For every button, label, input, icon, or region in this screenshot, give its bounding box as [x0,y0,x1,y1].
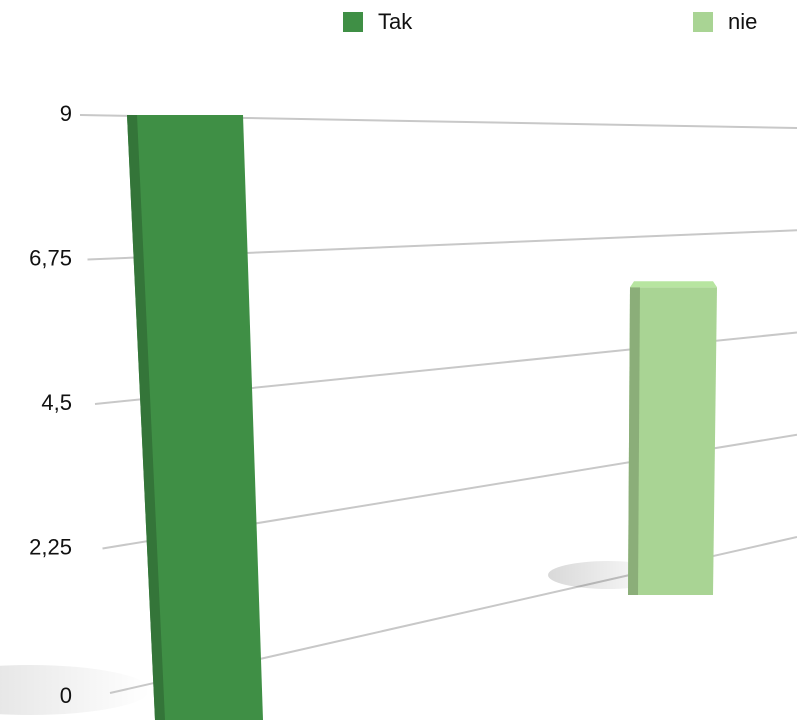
legend-swatch [693,12,713,32]
bar-side [127,115,165,720]
bar [628,287,717,595]
bar-side [628,287,640,595]
y-tick-label: 9 [60,101,72,126]
y-tick-label: 4,5 [41,390,72,415]
legend-swatch [343,12,363,32]
shadow [0,665,150,715]
y-tick-label: 0 [60,683,72,708]
bar-top [630,281,717,288]
legend-label: nie [728,9,757,34]
y-tick-label: 2,25 [29,534,72,559]
legend-label: Tak [378,9,413,34]
bar [127,115,263,720]
y-tick-label: 6,75 [29,245,72,270]
